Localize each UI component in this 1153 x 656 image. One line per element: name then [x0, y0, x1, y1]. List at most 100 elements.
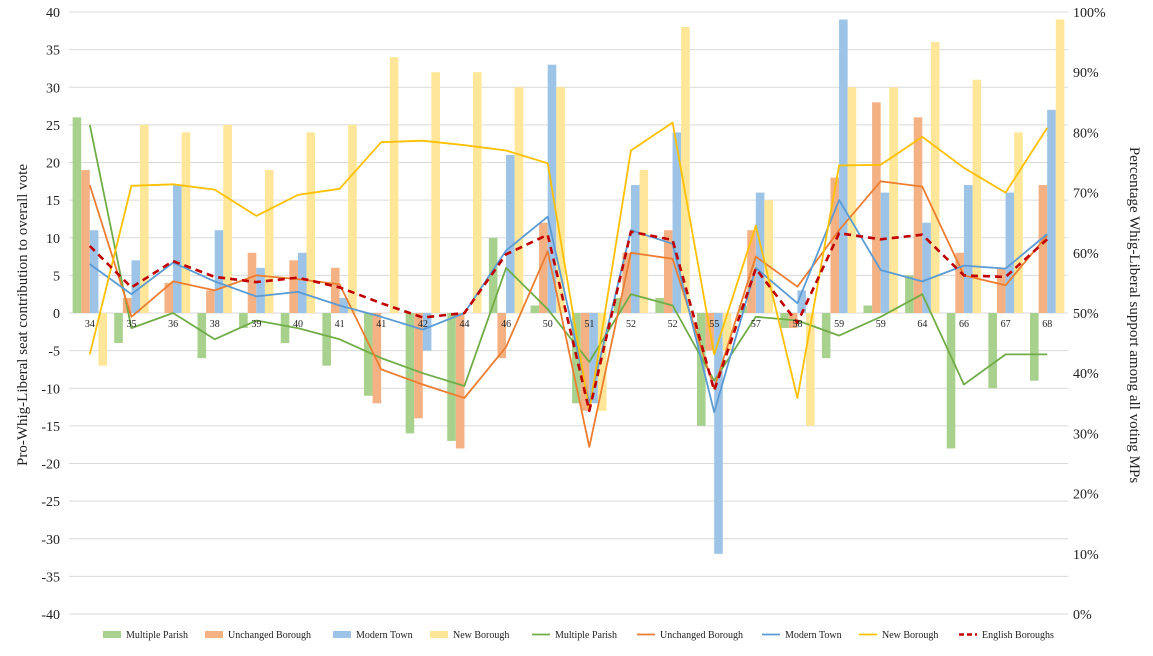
- legend-item: Unchanged Borough: [637, 630, 743, 641]
- bar: [506, 155, 515, 313]
- y2-tick-label: 60%: [1073, 247, 1099, 262]
- y2-tick-label: 40%: [1073, 367, 1099, 382]
- y2-tick-label: 80%: [1073, 126, 1099, 141]
- y-tick-label: 35: [46, 44, 60, 59]
- y-tick-label: 20: [46, 157, 60, 172]
- series-line: [90, 200, 1047, 412]
- legend-label: Modern Town: [356, 630, 413, 641]
- legend-item: Unchanged Borough: [205, 630, 311, 641]
- legend-item: Multiple Parish: [532, 630, 617, 641]
- bar: [1056, 20, 1065, 313]
- bar: [447, 313, 456, 441]
- y-axis-title: Pro-Whig-Liberal seat contribution to ov…: [15, 164, 31, 466]
- bar: [530, 305, 539, 313]
- category-label: 58: [792, 319, 802, 330]
- bar: [681, 27, 690, 313]
- legend-item: Modern Town: [333, 630, 413, 641]
- bar: [215, 230, 224, 313]
- y2-tick-label: 30%: [1073, 427, 1099, 442]
- y2-tick-label: 70%: [1073, 187, 1099, 202]
- legend-label: New Borough: [882, 630, 938, 641]
- bar: [281, 313, 290, 343]
- y-tick-label: 0: [53, 307, 60, 322]
- legend-swatch: [103, 631, 121, 638]
- bar: [390, 57, 399, 313]
- bar: [1006, 193, 1015, 313]
- legend-label: New Borough: [453, 630, 509, 641]
- y2-tick-label: 50%: [1073, 307, 1099, 322]
- category-label: 40: [293, 319, 303, 330]
- category-label: 52: [626, 319, 636, 330]
- category-label: 41: [376, 319, 386, 330]
- legend-label: Modern Town: [785, 630, 842, 641]
- category-label: 52: [668, 319, 678, 330]
- legend-label: Multiple Parish: [555, 630, 617, 641]
- series-line-dashed: [90, 232, 1047, 411]
- category-label: 55: [709, 319, 719, 330]
- category-label: 66: [959, 319, 969, 330]
- category-label: 59: [876, 319, 886, 330]
- category-label: 39: [251, 319, 261, 330]
- y2-tick-label: 100%: [1073, 6, 1106, 21]
- bar: [997, 268, 1006, 313]
- bar: [73, 117, 82, 313]
- bar: [331, 268, 340, 313]
- bar: [922, 223, 931, 313]
- y-tick-label: 25: [46, 119, 60, 134]
- y2-tick-label: 10%: [1073, 548, 1099, 563]
- category-label: 64: [917, 319, 927, 330]
- legend-label: Unchanged Borough: [228, 630, 311, 641]
- bar: [822, 313, 831, 358]
- bar: [456, 313, 465, 448]
- bar: [947, 313, 956, 448]
- bar: [173, 185, 182, 313]
- bar: [289, 260, 298, 313]
- category-label: 57: [751, 319, 761, 330]
- bar: [655, 298, 664, 313]
- bar: [307, 132, 316, 313]
- bar: [848, 87, 857, 313]
- bar: [988, 313, 997, 388]
- bar: [905, 275, 914, 313]
- legend-swatch: [205, 631, 223, 638]
- y-tick-label: -40: [41, 608, 60, 623]
- legend-item: Multiple Parish: [103, 630, 188, 641]
- category-label: 44: [459, 319, 469, 330]
- category-label: 36: [168, 319, 178, 330]
- bar: [114, 313, 123, 343]
- bar: [889, 87, 898, 313]
- bar: [1047, 110, 1056, 313]
- bar: [90, 230, 99, 313]
- legend-item: New Borough: [430, 630, 509, 641]
- bar: [556, 87, 565, 313]
- y2-tick-label: 0%: [1073, 608, 1092, 623]
- y-tick-label: 15: [46, 194, 60, 209]
- y-tick-label: -35: [41, 570, 60, 585]
- bar: [515, 87, 524, 313]
- category-label: 59: [834, 319, 844, 330]
- bar: [1030, 313, 1039, 381]
- bar: [81, 170, 90, 313]
- y-tick-label: 40: [46, 6, 60, 21]
- bar: [881, 193, 890, 313]
- y-tick-label: -20: [41, 458, 60, 473]
- y2-axis-title: Percentage Whig-Liberal support among al…: [1126, 147, 1142, 483]
- bar: [182, 132, 191, 313]
- series-line: [90, 123, 1047, 411]
- y-tick-label: 30: [46, 81, 60, 96]
- bar: [265, 170, 274, 313]
- legend-item: English Boroughs: [959, 630, 1054, 641]
- bar: [406, 313, 415, 433]
- category-label: 67: [1001, 319, 1011, 330]
- bar: [98, 313, 107, 366]
- y2-tick-label: 20%: [1073, 488, 1099, 503]
- legend-item: New Borough: [859, 630, 938, 641]
- bar: [914, 117, 923, 313]
- bar: [197, 313, 206, 358]
- category-label: 68: [1042, 319, 1052, 330]
- category-label: 46: [501, 319, 511, 330]
- legend-item: Modern Town: [762, 630, 842, 641]
- bar: [1014, 132, 1023, 313]
- bar: [764, 200, 773, 313]
